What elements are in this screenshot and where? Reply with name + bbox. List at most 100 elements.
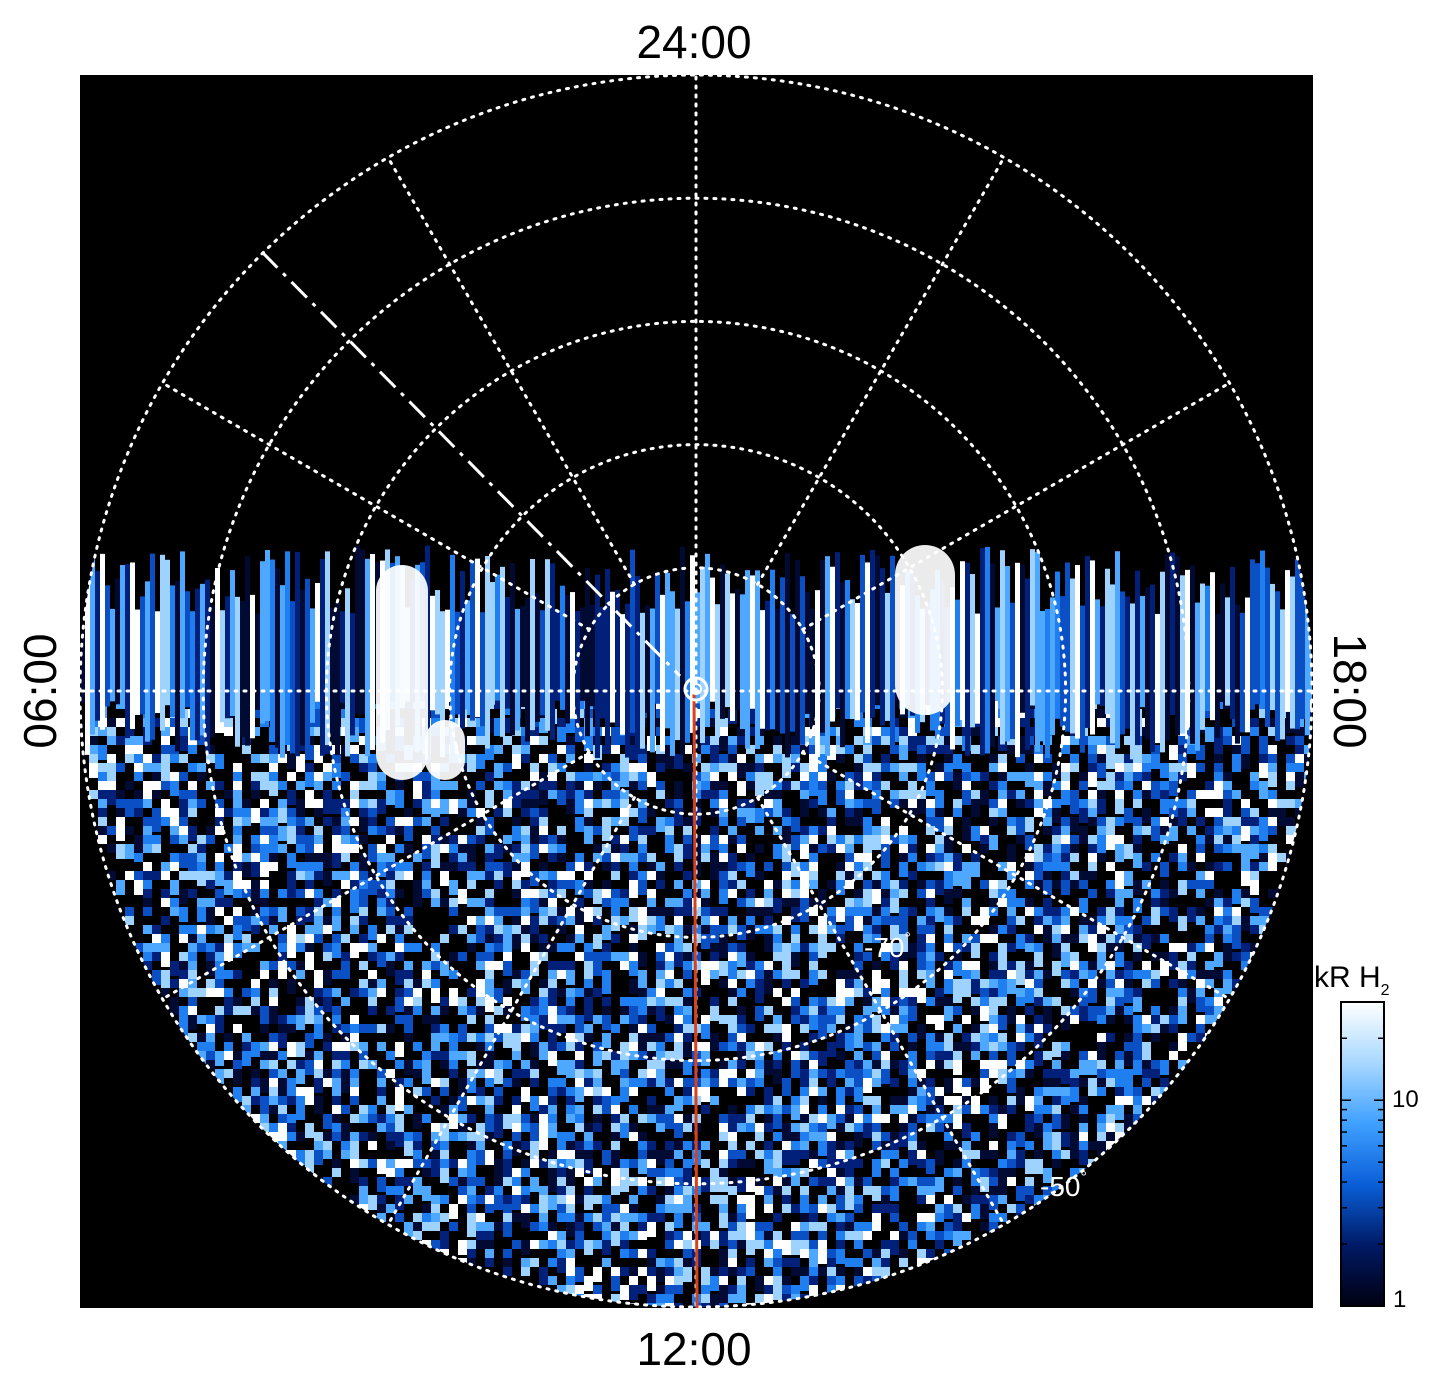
emission-cell <box>359 1060 368 1069</box>
emission-cell <box>971 1024 980 1033</box>
emission-cell <box>1133 745 1142 754</box>
emission-cell <box>530 844 539 859</box>
emission-cell <box>836 1141 845 1156</box>
emission-cell <box>512 880 521 895</box>
emission-cell <box>1007 1096 1016 1105</box>
emission-cell <box>746 1267 755 1276</box>
emission-cell <box>611 817 620 826</box>
emission-cell <box>818 1051 827 1066</box>
emission-cell <box>467 1015 476 1024</box>
emission-cell <box>233 1006 242 1015</box>
emission-cell <box>386 1168 395 1177</box>
emission-cell <box>872 889 881 904</box>
emission-cell <box>683 1258 692 1267</box>
emission-cell <box>206 952 215 967</box>
emission-cell <box>314 925 323 934</box>
emission-cell <box>197 736 206 745</box>
emission-cell <box>206 880 215 889</box>
emission-cell <box>782 880 791 889</box>
emission-cell <box>422 970 431 985</box>
emission-cell <box>638 1114 647 1123</box>
emission-streak <box>615 590 620 727</box>
emission-cell <box>629 1213 638 1222</box>
local-time-meridian <box>386 156 636 586</box>
emission-streak <box>1030 549 1035 706</box>
emission-cell <box>917 988 926 1003</box>
emission-cell <box>791 1123 800 1132</box>
emission-cell <box>719 1150 728 1159</box>
emission-cell <box>350 1114 359 1123</box>
emission-cell <box>1160 790 1169 799</box>
emission-cell <box>1052 1132 1061 1141</box>
emission-cell <box>719 853 728 862</box>
emission-cell <box>575 1168 584 1177</box>
emission-cell <box>341 997 350 1006</box>
emission-streak <box>1010 602 1015 740</box>
emission-cell <box>422 1114 431 1123</box>
emission-cell <box>674 1141 683 1156</box>
emission-cell <box>962 907 971 916</box>
emission-cell <box>395 1114 404 1129</box>
emission-cell <box>665 898 674 913</box>
emission-cell <box>791 925 800 934</box>
emission-cell <box>233 943 242 958</box>
spacecraft-track-line <box>260 250 682 678</box>
emission-cell <box>1187 808 1196 817</box>
emission-cell <box>827 1132 836 1141</box>
emission-cell <box>1151 790 1160 799</box>
emission-cell <box>656 952 665 967</box>
emission-cell <box>593 826 602 835</box>
emission-cell <box>620 1123 629 1138</box>
emission-cell <box>845 1213 854 1222</box>
emission-cell <box>836 1114 845 1129</box>
emission-cell <box>269 781 278 796</box>
emission-cell <box>440 817 449 826</box>
emission-cell <box>125 826 134 835</box>
emission-cell <box>449 1069 458 1078</box>
emission-cell <box>890 889 899 898</box>
emission-cell <box>953 862 962 877</box>
emission-cell <box>1097 826 1106 835</box>
emission-cell <box>719 1123 728 1132</box>
emission-cell <box>413 817 422 826</box>
emission-cell <box>260 880 269 895</box>
emission-cell <box>1151 1033 1160 1042</box>
emission-cell <box>494 1033 503 1042</box>
emission-cell <box>899 1024 908 1033</box>
emission-cell <box>575 790 584 805</box>
emission-cell <box>287 790 296 805</box>
emission-cell <box>467 1033 476 1042</box>
emission-cell <box>521 889 530 898</box>
emission-cell <box>539 934 548 949</box>
emission-cell <box>944 970 953 985</box>
emission-cell <box>1034 1015 1043 1024</box>
emission-cell <box>503 1204 512 1213</box>
emission-cell <box>629 1285 638 1300</box>
emission-cell <box>782 862 791 871</box>
emission-cell <box>485 961 494 976</box>
emission-cell <box>1124 1006 1133 1015</box>
emission-cell <box>692 835 701 844</box>
emission-cell <box>890 1213 899 1222</box>
emission-cell <box>791 835 800 850</box>
emission-cell <box>728 853 737 862</box>
emission-cell <box>476 952 485 961</box>
emission-cell <box>728 1114 737 1123</box>
emission-cell <box>1007 1141 1016 1156</box>
emission-cell <box>548 772 557 781</box>
emission-cell <box>944 772 953 781</box>
emission-cell <box>980 997 989 1012</box>
emission-cell <box>260 781 269 790</box>
emission-cell <box>305 1150 314 1165</box>
emission-cell <box>782 916 791 925</box>
emission-cell <box>476 1195 485 1204</box>
emission-cell <box>107 754 116 769</box>
emission-cell <box>323 943 332 952</box>
emission-cell <box>422 835 431 844</box>
emission-cell <box>1088 1087 1097 1096</box>
emission-cell <box>809 1267 818 1276</box>
emission-cell <box>665 1258 674 1267</box>
emission-cell <box>431 1141 440 1150</box>
emission-cell <box>989 997 998 1006</box>
emission-cell <box>341 880 350 889</box>
